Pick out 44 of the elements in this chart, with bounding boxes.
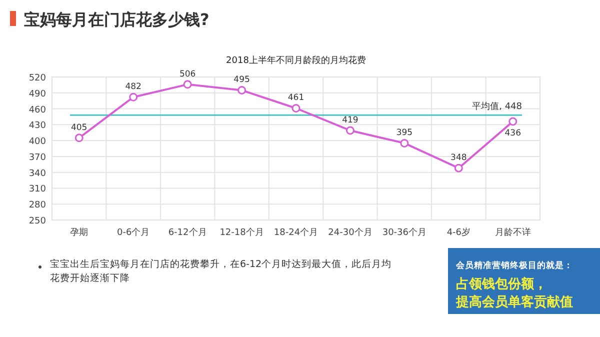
point xyxy=(346,126,354,135)
data-label: 436 xyxy=(504,128,522,138)
text: 宝宝出生后宝妈每月在门店的花费攀升，在6-12个月时达到最大值，此后月均花费开始逐渐下降 xyxy=(50,258,393,286)
y-tick-label: 280 xyxy=(28,200,46,211)
x-tick-label: 4-6岁 xyxy=(446,227,471,238)
x-tick-label: 孕期 xyxy=(70,227,88,238)
ref-line-label: 平均值, 448 xyxy=(472,101,522,112)
point xyxy=(508,117,518,126)
point xyxy=(292,104,300,112)
data-label: 405 xyxy=(70,122,88,133)
y-tick-label: 430 xyxy=(28,121,46,132)
text: 提高会员单客贡献值 xyxy=(455,294,573,310)
data-label: 419 xyxy=(342,115,358,126)
data-label: 395 xyxy=(396,128,413,138)
data-label: 348 xyxy=(450,153,467,164)
y-tick-label: 520 xyxy=(28,74,46,84)
x-tick-label: 30-36个月 xyxy=(382,227,427,238)
x-tick-label: 0-6个月 xyxy=(116,227,150,238)
y-tick-label: 400 xyxy=(28,137,46,148)
x-tick-label: 12-18个月 xyxy=(220,227,264,238)
data-label: 482 xyxy=(125,82,142,92)
point xyxy=(238,86,246,94)
chart-title: 宝妈每月在门店花多少钱? xyxy=(24,10,210,29)
y-tick-label: 490 xyxy=(28,89,46,100)
point xyxy=(129,92,138,102)
point xyxy=(400,138,409,148)
data-label: 461 xyxy=(288,93,304,104)
data-label: 506 xyxy=(179,69,196,80)
point xyxy=(454,164,463,172)
y-tick-label: 250 xyxy=(28,216,46,226)
chart-subtitle: 2018上半年不同月龄段的月均花费 xyxy=(226,55,366,66)
x-tick-label: 6-12个月 xyxy=(168,227,207,238)
y-tick-label: 460 xyxy=(28,105,46,116)
y-tick-label: 310 xyxy=(28,184,46,195)
y-tick-label: 370 xyxy=(28,152,46,163)
point xyxy=(74,134,84,142)
point xyxy=(183,80,192,89)
text: 会员精准营销终极目的就是： xyxy=(455,260,573,271)
x-tick-label: 24-30个月 xyxy=(328,227,372,238)
y-tick-label: 340 xyxy=(28,168,46,179)
x-tick-label: 18-24个月 xyxy=(274,227,318,238)
data-label: 495 xyxy=(234,75,250,86)
x-tick-label: 月龄不详 xyxy=(494,227,531,238)
text: 占领钱包份额， xyxy=(456,276,547,292)
